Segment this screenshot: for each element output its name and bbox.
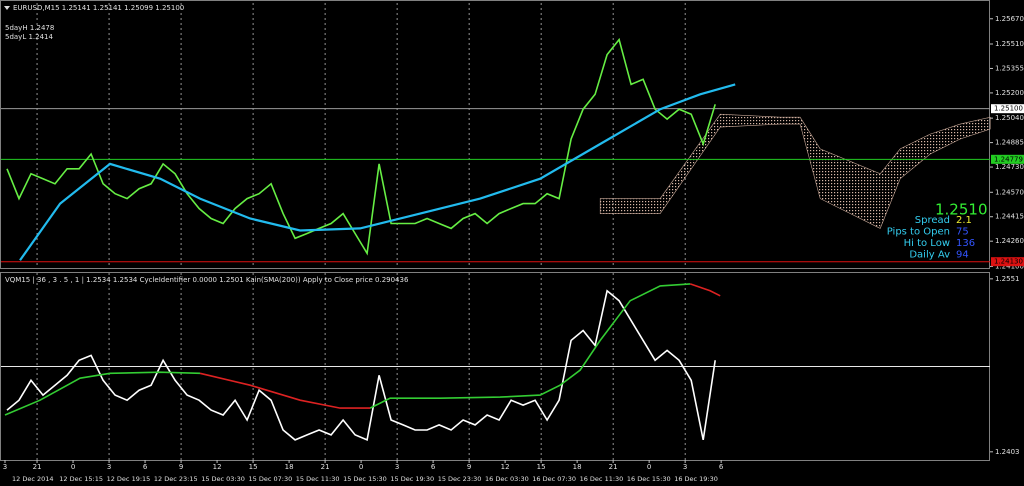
x-tick-label: 0 [359,463,363,471]
y-tick-label: 1.25510 [995,40,1024,48]
level-label: 1.24779 [994,155,1023,163]
date-label: 16 Dec 19:30 [674,475,718,483]
x-tick-label: 3 [683,463,687,471]
x-tick-label: 3 [3,463,7,471]
date-label: 15 Dec 23:30 [438,475,482,483]
y-tick-label: 1.24415 [995,213,1024,221]
info-value: 75 [956,227,969,238]
y-tick-label: 1.25670 [995,15,1024,23]
y-tick-label: 1.24260 [995,237,1024,245]
x-tick-label: 9 [179,463,183,471]
y-tick-label: 1.25200 [995,89,1024,97]
date-label: 16 Dec 15:30 [627,475,671,483]
date-label: 15 Dec 07:30 [249,475,293,483]
info-value: 94 [956,250,969,261]
date-label: 12 Dec 23:15 [154,475,198,483]
x-tick-label: 6 [143,463,148,471]
date-label: 15 Dec 03:30 [201,475,245,483]
y-tick-label: 1.2403 [995,448,1020,456]
date-label: 15 Dec 15:30 [343,475,387,483]
x-tick-label: 21 [609,463,618,471]
x-tick-label: 12 [501,463,510,471]
y-tick-label: 1.24730 [995,163,1024,171]
series-line [6,37,716,256]
level-label-box [991,104,1024,114]
cloud [599,113,991,229]
osc-title: VQM15 | 36 , 3 . 5 , 1 | 1.2534 1.2534 C… [5,276,409,284]
date-label: 15 Dec 19:30 [390,475,434,483]
menu-triangle [4,6,10,10]
x-tick-label: 3 [107,463,111,471]
date-label: 16 Dec 07:30 [532,475,576,483]
info-value: 136 [956,238,975,249]
date-label: 15 Dec 11:30 [296,475,340,483]
info-label: Hi to Low [904,238,950,249]
y-tick-label: 1.24100 [995,262,1024,270]
info-label: Spread [915,215,950,226]
x-tick-label: 3 [395,463,399,471]
info-label: Pips to Open [887,227,950,238]
main-panel-border [0,0,990,269]
y-tick-label: 1.24570 [995,188,1024,196]
x-tick-label: 21 [321,463,330,471]
x-tick-label: 18 [285,463,294,471]
series-line [19,83,736,261]
annotation: 5dayL 1.2414 [5,33,53,41]
info-price: 1.2510 [935,201,988,219]
info-value: 2.1 [956,215,972,226]
series-line [6,289,716,442]
level-label-box [991,154,1024,164]
info-label: Daily Av [909,250,950,261]
date-label: 16 Dec 03:30 [485,475,529,483]
date-label: 12 Dec 15:15 [59,475,103,483]
date-label: 12 Dec 19:15 [107,475,151,483]
level-label-box [991,257,1024,267]
annotation: 5dayH 1.2478 [5,24,54,32]
series-line [4,283,691,416]
level-label: 1.25100 [994,105,1023,113]
y-tick-label: 1.25040 [995,114,1024,122]
x-tick-label: 0 [647,463,651,471]
x-tick-label: 6 [719,463,724,471]
level-label: 1.24130 [994,258,1023,266]
main-title: EURUSD,M15 1.25141 1.25141 1.25099 1.251… [13,4,184,12]
x-tick-label: 12 [213,463,222,471]
x-tick-label: 18 [573,463,582,471]
x-tick-label: 15 [249,463,258,471]
series-line [199,283,721,409]
date-label: 12 Dec 2014 [12,475,54,483]
x-tick-label: 15 [537,463,546,471]
x-tick-label: 0 [71,463,75,471]
y-tick-label: 1.2551 [995,275,1020,283]
x-tick-label: 9 [467,463,471,471]
x-tick-label: 21 [33,463,42,471]
y-tick-label: 1.25355 [995,64,1024,72]
y-tick-label: 1.24885 [995,139,1024,147]
x-tick-label: 6 [431,463,436,471]
date-label: 16 Dec 11:30 [580,475,624,483]
